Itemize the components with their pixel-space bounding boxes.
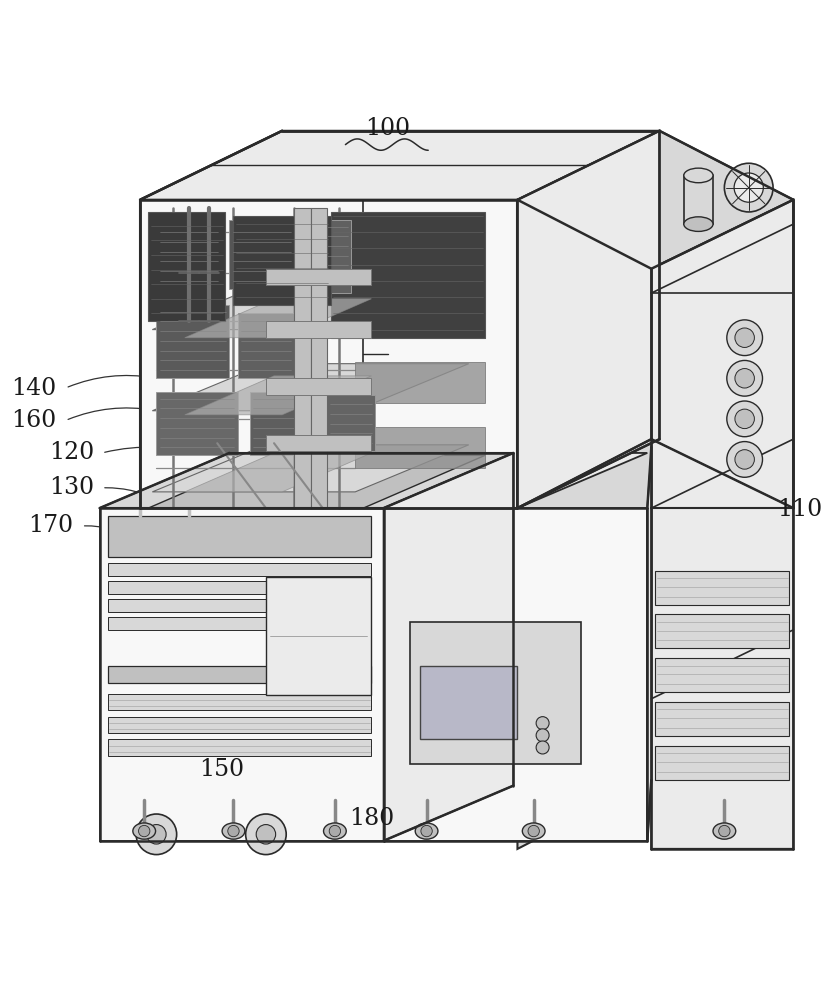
Polygon shape	[355, 427, 485, 468]
Polygon shape	[156, 305, 230, 378]
Polygon shape	[140, 200, 518, 508]
Text: 110: 110	[777, 498, 822, 521]
Polygon shape	[185, 376, 372, 415]
Circle shape	[245, 814, 286, 855]
Polygon shape	[250, 392, 315, 455]
Circle shape	[726, 360, 762, 396]
Polygon shape	[518, 131, 660, 508]
Polygon shape	[655, 571, 789, 605]
Polygon shape	[410, 622, 581, 764]
Polygon shape	[655, 746, 789, 780]
Circle shape	[329, 825, 341, 837]
Polygon shape	[234, 216, 331, 305]
Circle shape	[528, 825, 539, 837]
Polygon shape	[108, 581, 372, 594]
Polygon shape	[108, 666, 372, 683]
Ellipse shape	[523, 823, 545, 839]
Polygon shape	[266, 577, 372, 695]
Text: 150: 150	[199, 758, 244, 781]
Circle shape	[421, 825, 433, 837]
Text: 180: 180	[349, 807, 394, 830]
Polygon shape	[647, 453, 651, 841]
Polygon shape	[156, 220, 221, 289]
Text: 170: 170	[28, 514, 73, 537]
Polygon shape	[266, 435, 372, 451]
Polygon shape	[99, 453, 514, 508]
Polygon shape	[266, 321, 372, 338]
Circle shape	[726, 320, 762, 356]
Polygon shape	[185, 299, 372, 338]
Polygon shape	[266, 269, 372, 285]
Polygon shape	[230, 220, 294, 289]
Circle shape	[725, 163, 773, 212]
Polygon shape	[108, 739, 372, 756]
Circle shape	[536, 741, 549, 754]
Polygon shape	[655, 702, 789, 736]
Polygon shape	[294, 208, 311, 508]
Ellipse shape	[415, 823, 438, 839]
Text: 160: 160	[12, 409, 57, 432]
Circle shape	[735, 328, 754, 347]
Ellipse shape	[713, 823, 736, 839]
Circle shape	[536, 729, 549, 742]
Polygon shape	[355, 362, 485, 403]
Polygon shape	[355, 232, 485, 273]
Polygon shape	[237, 313, 294, 378]
Polygon shape	[108, 694, 372, 710]
Ellipse shape	[684, 217, 713, 231]
Circle shape	[726, 442, 762, 477]
Polygon shape	[149, 212, 225, 321]
Polygon shape	[655, 614, 789, 648]
Ellipse shape	[222, 823, 245, 839]
Polygon shape	[156, 392, 237, 455]
Polygon shape	[651, 200, 793, 849]
Polygon shape	[518, 131, 793, 269]
Polygon shape	[311, 208, 326, 508]
Text: 120: 120	[48, 441, 94, 464]
Polygon shape	[108, 516, 372, 557]
Text: 140: 140	[12, 377, 57, 400]
Circle shape	[228, 825, 239, 837]
Polygon shape	[383, 508, 647, 841]
Polygon shape	[302, 220, 352, 293]
Polygon shape	[420, 666, 518, 739]
Circle shape	[734, 173, 763, 202]
Text: 100: 100	[365, 117, 410, 140]
Polygon shape	[383, 453, 514, 841]
Polygon shape	[108, 717, 372, 733]
Polygon shape	[149, 455, 485, 508]
Circle shape	[139, 825, 150, 837]
Polygon shape	[185, 453, 372, 492]
Circle shape	[726, 401, 762, 437]
Polygon shape	[152, 364, 468, 411]
Polygon shape	[152, 283, 468, 330]
Circle shape	[256, 825, 276, 844]
Ellipse shape	[684, 168, 713, 183]
Polygon shape	[140, 131, 660, 200]
Circle shape	[719, 825, 730, 837]
Ellipse shape	[323, 823, 347, 839]
Polygon shape	[518, 439, 651, 849]
Circle shape	[536, 717, 549, 730]
Polygon shape	[355, 297, 485, 338]
Polygon shape	[266, 378, 372, 395]
Text: 130: 130	[48, 476, 94, 499]
Polygon shape	[152, 445, 468, 492]
Polygon shape	[655, 658, 789, 692]
Polygon shape	[99, 508, 383, 841]
Polygon shape	[108, 563, 372, 576]
Circle shape	[147, 825, 166, 844]
Circle shape	[136, 814, 177, 855]
Circle shape	[735, 369, 754, 388]
Polygon shape	[108, 599, 372, 612]
Polygon shape	[331, 212, 485, 338]
Circle shape	[735, 409, 754, 429]
Polygon shape	[383, 453, 647, 508]
Ellipse shape	[133, 823, 155, 839]
Polygon shape	[518, 200, 651, 508]
Polygon shape	[326, 395, 376, 451]
Circle shape	[735, 450, 754, 469]
Polygon shape	[108, 617, 372, 630]
